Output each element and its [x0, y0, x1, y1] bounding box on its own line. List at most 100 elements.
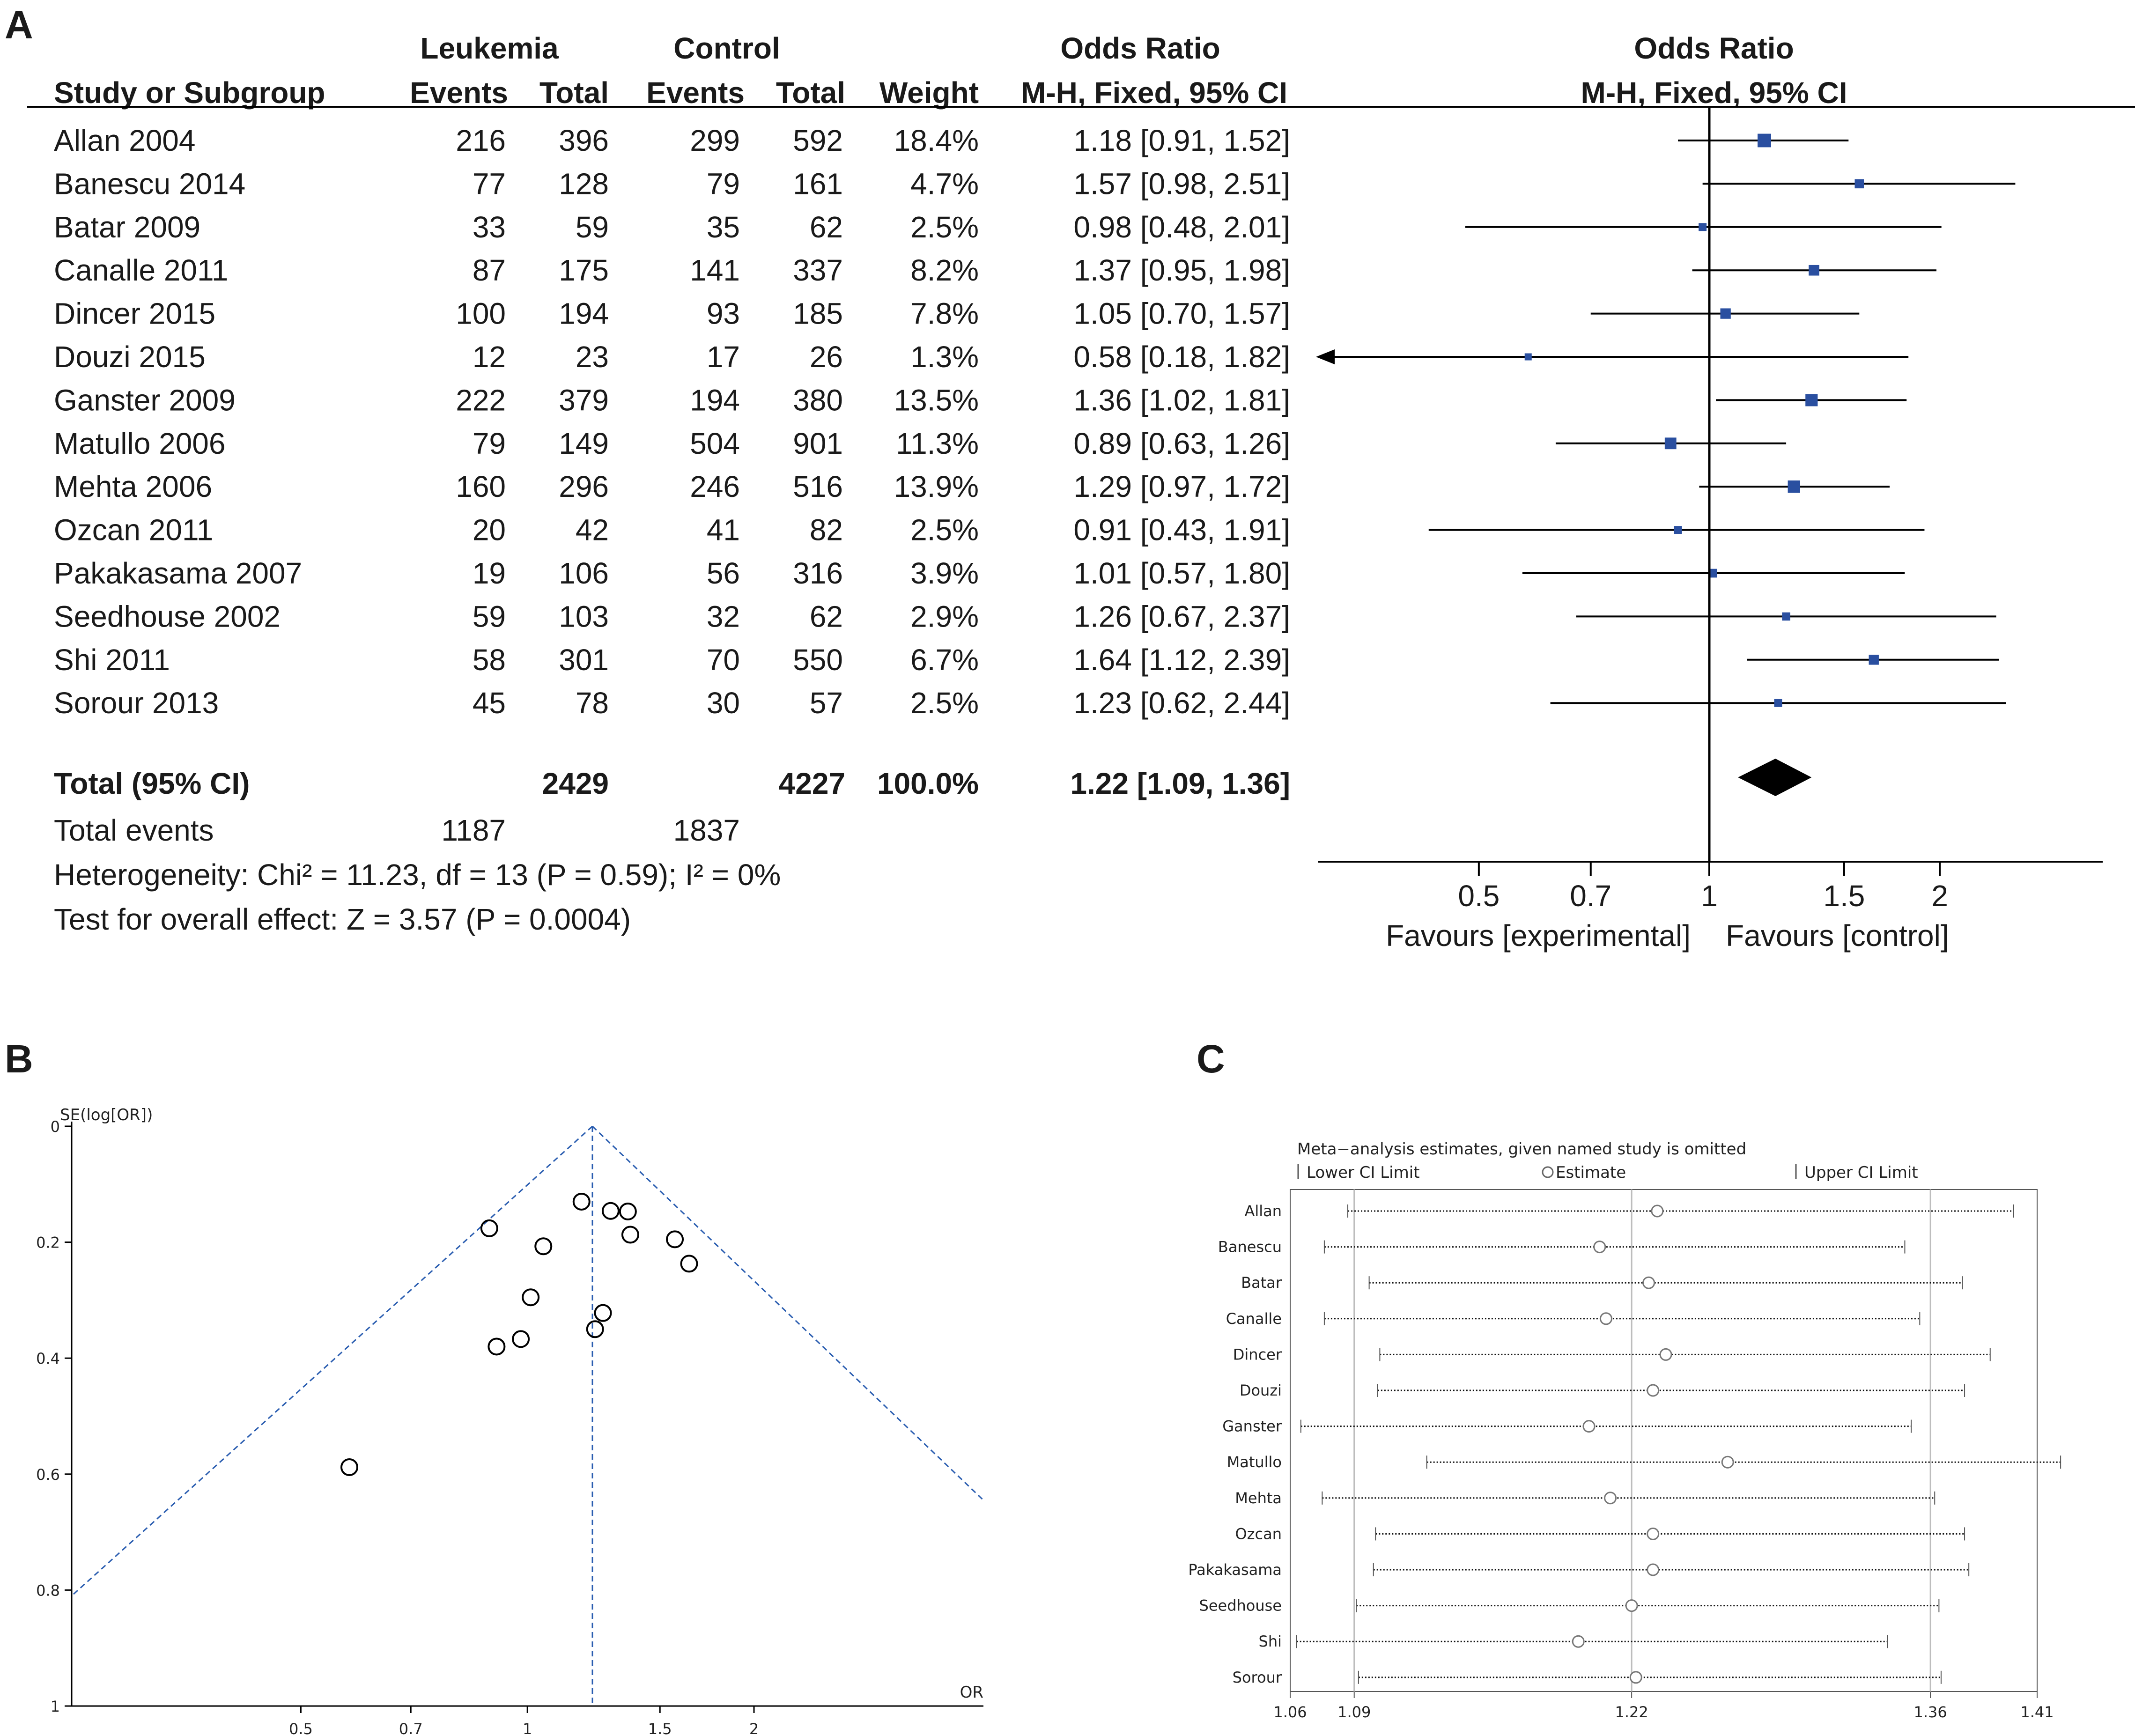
funnel-right-limit	[591, 1125, 984, 1501]
events-leukemia: 19	[473, 556, 506, 590]
weight: 2.9%	[910, 599, 979, 633]
total-events-control: 1837	[673, 813, 740, 847]
weight: 7.8%	[910, 297, 979, 331]
weight: 18.4%	[894, 124, 979, 157]
funnel-ylabel: SE(log[OR])	[60, 1106, 153, 1124]
study-name: Seedhouse 2002	[54, 599, 281, 633]
weight: 4.7%	[910, 167, 979, 200]
study-name: Sorour 2013	[54, 686, 219, 720]
funnel-point	[586, 1320, 604, 1338]
events-leukemia: 87	[473, 253, 506, 287]
events-control: 194	[690, 383, 740, 417]
funnel-x-tick-label: 0.5	[289, 1720, 313, 1736]
events-leukemia: 45	[473, 686, 506, 720]
weight: 6.7%	[910, 643, 979, 677]
funnel-point	[666, 1230, 684, 1248]
sensitivity-study-name: Shi	[1259, 1633, 1282, 1650]
legend-estimate-label: Estimate	[1556, 1163, 1626, 1182]
study-name: Shi 2011	[54, 643, 170, 677]
total-leukemia: 59	[576, 210, 609, 244]
odds-ratio-ci: 1.57 [0.98, 2.51]	[1073, 167, 1290, 200]
favours-experimental: Favours [experimental]	[1386, 919, 1691, 953]
odds-ratio-ci: 1.18 [0.91, 1.52]	[1073, 124, 1290, 157]
events-control: 141	[690, 253, 740, 287]
sensitivity-x-tick-label: 1.09	[1337, 1703, 1371, 1721]
sensitivity-study-name: Mehta	[1235, 1489, 1282, 1507]
sensitivity-estimate	[1721, 1455, 1734, 1469]
total-leukemia: 396	[559, 124, 609, 157]
header-total-control: Total	[776, 76, 845, 110]
events-control: 41	[707, 513, 740, 547]
events-leukemia: 77	[473, 167, 506, 200]
sensitivity-estimate	[1593, 1241, 1606, 1254]
sensitivity-estimate	[1599, 1312, 1612, 1325]
sensitivity-legend: Lower CI Limit Estimate Upper CI Limit	[1297, 1163, 1918, 1182]
events-control: 93	[707, 297, 740, 331]
study-marker	[1674, 526, 1682, 534]
panel-a: A Leukemia Control Odds Ratio Odds Ratio…	[5, 3, 2135, 953]
study-name: Mehta 2006	[54, 470, 212, 503]
total-events-leukemia: 1187	[441, 813, 506, 847]
sensitivity-study-name: Banescu	[1218, 1238, 1282, 1256]
study-name: Ozcan 2011	[54, 513, 213, 547]
study-name: Dincer 2015	[54, 297, 215, 331]
sensitivity-study-name: Batar	[1241, 1274, 1282, 1292]
sensitivity-study-name: Dincer	[1233, 1345, 1282, 1363]
sensitivity-frame	[1290, 1189, 2038, 1692]
events-control: 32	[707, 599, 740, 633]
study-name: Allan 2004	[54, 124, 195, 157]
funnel-point	[512, 1330, 530, 1348]
total-leukemia: 106	[559, 556, 609, 590]
total-control: 592	[793, 124, 843, 157]
study-marker	[1854, 179, 1864, 189]
ci-arrow	[1316, 349, 1335, 364]
events-control: 17	[707, 340, 740, 374]
total-control: 26	[810, 340, 843, 374]
sensitivity-estimate	[1642, 1276, 1655, 1289]
sensitivity-title: Meta−analysis estimates, given named stu…	[1297, 1140, 1746, 1159]
total-ci: 1.22 [1.09, 1.36]	[1070, 767, 1290, 800]
header-method: M-H, Fixed, 95% CI	[1021, 76, 1287, 110]
study-marker	[1805, 394, 1818, 406]
overall-effect-text: Test for overall effect: Z = 3.57 (P = 0…	[54, 902, 631, 936]
study-marker	[1664, 437, 1677, 450]
study-marker	[1869, 655, 1879, 665]
header-weight: Weight	[879, 76, 979, 110]
total-control: 550	[793, 643, 843, 677]
forest-x-tick-label: 0.5	[1458, 879, 1500, 913]
total-control: 62	[810, 599, 843, 633]
sensitivity-estimate	[1647, 1384, 1660, 1397]
events-leukemia: 12	[473, 340, 506, 374]
total-control: 901	[793, 427, 843, 460]
funnel-plot: 0 0.2 0.4 0.6 0.8 1 0.5 0.7 1 1.5 2	[36, 1118, 984, 1736]
events-leukemia: 160	[456, 470, 506, 503]
header-control: Control	[673, 31, 780, 65]
odds-ratio-ci: 0.91 [0.43, 1.91]	[1073, 513, 1290, 547]
events-control: 35	[707, 210, 740, 244]
panel-b: B 00.20.40.60.810.5 0.7 1 1.5 2 SE(log[OR]) …	[5, 1037, 984, 1736]
weight: 13.5%	[894, 383, 979, 417]
study-marker	[1809, 265, 1819, 276]
total-control: 161	[793, 167, 843, 200]
header-plot-method: M-H, Fixed, 95% CI	[1581, 76, 1847, 110]
total-control: 380	[793, 383, 843, 417]
total-leukemia: 23	[576, 340, 609, 374]
total-weight: 100.0%	[877, 767, 979, 800]
study-name: Banescu 2014	[54, 167, 245, 200]
total-control: 82	[810, 513, 843, 547]
events-leukemia: 216	[456, 124, 506, 157]
funnel-x-tick-label: 0.7	[399, 1720, 423, 1736]
sensitivity-estimate	[1629, 1671, 1642, 1684]
study-name: Pakakasama 2007	[54, 556, 302, 590]
sensitivity-study-name: Canalle	[1226, 1310, 1282, 1328]
legend-estimate-marker	[1542, 1166, 1554, 1178]
sensitivity-study-name: Ozcan	[1235, 1525, 1282, 1543]
funnel-left-limit	[71, 1125, 593, 1596]
study-name: Canalle 2011	[54, 253, 228, 287]
forest-x-tick-label: 0.7	[1570, 879, 1611, 913]
legend-upper-label: Upper CI Limit	[1804, 1163, 1918, 1182]
forest-x-tick-label: 1.5	[1823, 879, 1865, 913]
sensitivity-study-name: Allan	[1244, 1202, 1282, 1220]
funnel-point	[572, 1192, 591, 1211]
forest-x-tick-label: 1	[1701, 879, 1718, 913]
